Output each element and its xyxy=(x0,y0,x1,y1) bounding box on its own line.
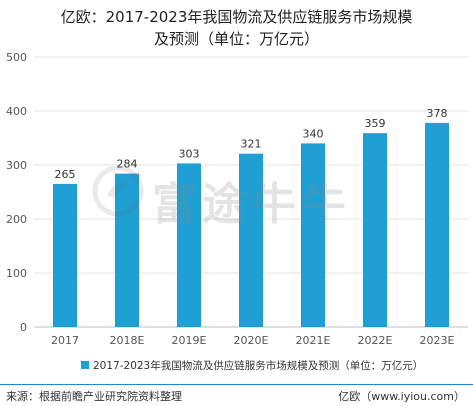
footer: 来源：根据前瞻产业研究院资料整理 亿欧（www.iyiou.com） xyxy=(0,384,473,406)
bar xyxy=(239,153,263,327)
legend: 2017-2023年我国物流及供应链服务市场规模及预测（单位：万亿元） xyxy=(81,359,423,372)
x-tick-label: 2022E xyxy=(358,334,393,347)
legend-swatch xyxy=(81,361,89,369)
data-label: 359 xyxy=(365,117,386,130)
chart-title-line-2: 及预测（单位：万亿元） xyxy=(153,30,319,48)
futu-logo-icon xyxy=(92,165,144,217)
bar xyxy=(425,122,449,327)
x-tick-label: 2017 xyxy=(51,334,79,347)
bars xyxy=(53,122,449,327)
y-tick-label: 400 xyxy=(6,105,27,118)
x-tick-label: 2023E xyxy=(420,334,455,347)
bar xyxy=(115,173,139,327)
y-tick-label: 500 xyxy=(6,51,27,64)
source-note: 来源：根据前瞻产业研究院资料整理 xyxy=(6,390,182,403)
bar xyxy=(301,143,325,327)
bar xyxy=(363,133,387,327)
data-label: 265 xyxy=(55,168,76,181)
data-labels: 265 284 303 321 340 359 378 xyxy=(55,107,448,181)
data-label: 340 xyxy=(303,127,324,140)
x-tick-label: 2021E xyxy=(296,334,331,347)
y-tick-label: 100 xyxy=(6,267,27,280)
data-label: 321 xyxy=(241,138,262,151)
y-axis-ticks: 0 100 200 300 400 500 xyxy=(6,51,27,334)
x-tick-label: 2019E xyxy=(172,334,207,347)
bar xyxy=(53,183,77,327)
bar xyxy=(177,163,201,327)
y-tick-label: 200 xyxy=(6,213,27,226)
chart-title: 亿欧：2017-2023年我国物流及供应链服务市场规模 及预测（单位：万亿元） xyxy=(0,6,473,50)
watermark-text: 富途牛牛 xyxy=(152,179,352,230)
data-label: 284 xyxy=(117,158,138,171)
x-tick-label: 2020E xyxy=(234,334,269,347)
bar-chart: 0 100 200 300 400 500 265 284 303 321 340 359 378 2… xyxy=(6,51,468,372)
data-label: 378 xyxy=(427,107,448,120)
x-axis-ticks: 2017 2018E 2019E 2020E 2021E 2022E 2023E xyxy=(51,334,455,347)
chart-title-line-1: 亿欧：2017-2023年我国物流及供应链服务市场规模 xyxy=(60,8,413,26)
y-tick-label: 300 xyxy=(6,159,27,172)
x-tick-label: 2018E xyxy=(110,334,145,347)
y-tick-label: 0 xyxy=(20,321,27,334)
legend-label: 2017-2023年我国物流及供应链服务市场规模及预测（单位：万亿元） xyxy=(93,359,423,372)
data-label: 303 xyxy=(179,147,200,160)
brand-note: 亿欧（www.iyiou.com） xyxy=(338,390,465,403)
